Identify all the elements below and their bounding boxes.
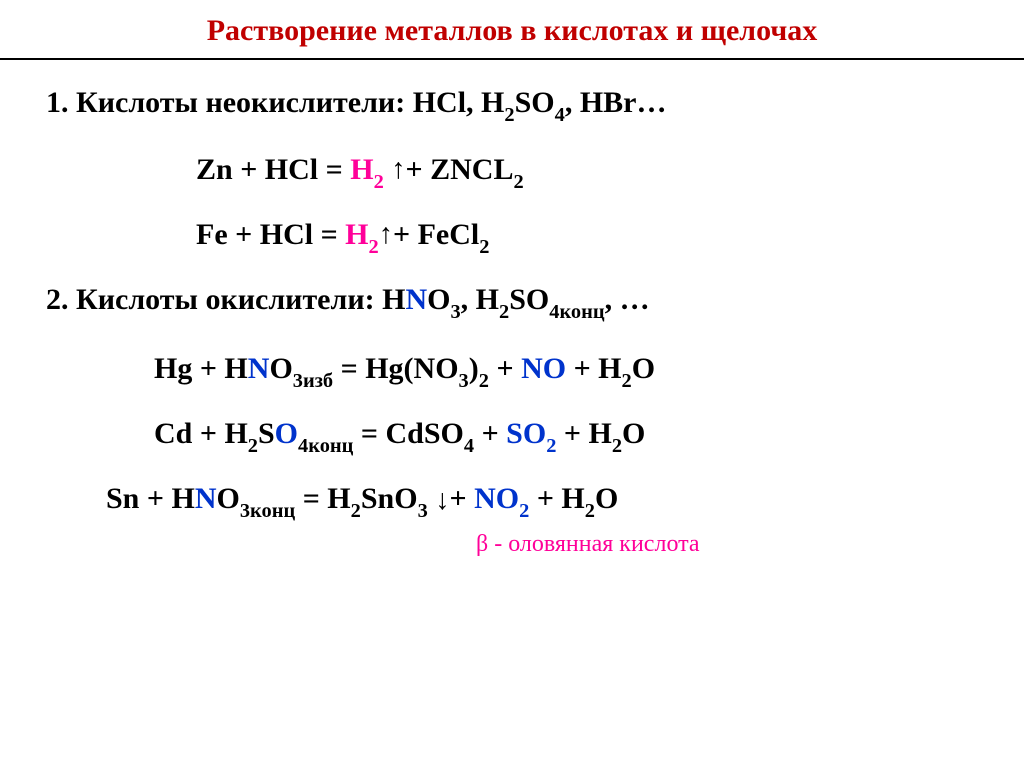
eq22-p5: + H: [556, 417, 611, 450]
eq12-h-sub: 2: [369, 236, 379, 258]
equation-2-1: Hg + HNO3изб = Hg(NO3)2 + NO + H2O: [154, 352, 978, 391]
up-arrow-icon: ↑: [379, 219, 393, 251]
eq21-p6: + H: [566, 352, 621, 385]
eq23-p7: O: [595, 482, 618, 515]
section1-heading-suffix: , HBr…: [565, 86, 667, 119]
eq12-h: H: [345, 218, 368, 251]
up-arrow-icon: ↑: [391, 154, 405, 186]
eq22-p2: S: [258, 417, 275, 450]
eq11-rhs: + ZNCL: [406, 153, 514, 186]
section2-heading-mid1-sub: 2: [499, 301, 509, 323]
section1-heading: 1. Кислоты неокислители: HCl, H2SO4, HBr…: [46, 86, 978, 125]
eq23-p5: +: [450, 482, 475, 515]
eq22-s4: 2: [612, 435, 622, 457]
eq23-p1: Sn + H: [106, 482, 195, 515]
content-area: 1. Кислоты неокислители: HCl, H2SO4, HBr…: [0, 60, 1024, 558]
footnote: β - оловянная кислота: [476, 531, 978, 558]
eq23-n: N: [195, 482, 217, 515]
beta-symbol: β: [476, 531, 488, 557]
eq21-s4: 2: [622, 370, 632, 392]
section2-heading-suffix: , …: [605, 283, 650, 316]
section2-heading-o3: O: [427, 283, 450, 316]
eq22-p6: O: [622, 417, 645, 450]
eq21-no: NO: [521, 352, 566, 385]
eq23-p6: + H: [529, 482, 584, 515]
section2-heading-so: SO: [509, 283, 549, 316]
eq23-p3: = H: [295, 482, 350, 515]
section1-heading-sub2: 4: [555, 104, 565, 126]
eq21-p2: O: [269, 352, 292, 385]
eq21-s2: 3: [459, 370, 469, 392]
section1-heading-mid: SO: [515, 86, 555, 119]
section1-heading-sub1: 2: [504, 104, 514, 126]
eq11-lhs: Zn + HCl =: [196, 153, 350, 186]
eq21-p5: +: [489, 352, 521, 385]
eq21-p7: O: [632, 352, 655, 385]
eq21-p3: = Hg(NO: [333, 352, 458, 385]
eq23-s3: 3: [418, 500, 428, 522]
down-arrow-icon: ↓: [435, 485, 449, 517]
eq23-s1: 3конц: [240, 500, 295, 522]
eq11-h-sub: 2: [374, 171, 384, 193]
section2-heading-o3-sub: 3: [450, 301, 460, 323]
page-title: Растворение металлов в кислотах и щелоча…: [207, 14, 818, 47]
section2-heading-mid1: , H: [461, 283, 499, 316]
eq23-s4: 2: [585, 500, 595, 522]
section2-heading-so-sub: 4конц: [549, 301, 604, 323]
eq23-no: NO: [474, 482, 519, 515]
equation-1-1: Zn + HCl = H2 ↑+ ZNCL2: [196, 153, 978, 192]
eq21-s1: 3изб: [293, 370, 333, 392]
eq22-s1: 2: [248, 435, 258, 457]
eq21-p1: Hg + H: [154, 352, 248, 385]
eq11-h: H: [350, 153, 373, 186]
eq22-s3: 4: [464, 435, 474, 457]
eq11-gap: [384, 153, 392, 186]
eq21-p4: ): [469, 352, 479, 385]
eq22-p4: +: [474, 417, 506, 450]
eq23-no-sub: 2: [519, 500, 529, 522]
eq22-s2: 4конц: [298, 435, 353, 457]
title-bar: Растворение металлов в кислотах и щелоча…: [0, 0, 1024, 60]
section2-heading: 2. Кислоты окислители: HNO3, H2SO4конц, …: [46, 283, 978, 322]
eq12-lhs: Fe + HCl =: [196, 218, 345, 251]
eq22-p1: Cd + H: [154, 417, 248, 450]
eq11-rhs-sub: 2: [513, 171, 523, 193]
section2-heading-n: N: [405, 283, 427, 316]
eq23-p2: O: [216, 482, 239, 515]
footnote-text: - оловянная кислота: [488, 531, 699, 557]
eq22-p3: = CdSO: [353, 417, 463, 450]
equation-1-2: Fe + HCl = H2↑+ FeCl2: [196, 218, 978, 257]
eq21-s3: 2: [479, 370, 489, 392]
eq22-o: O: [275, 417, 298, 450]
eq12-rhs: + FeCl: [393, 218, 479, 251]
eq23-s2: 2: [351, 500, 361, 522]
eq23-p4: SnO: [361, 482, 418, 515]
eq22-so: SO: [506, 417, 546, 450]
section1-heading-prefix: 1. Кислоты неокислители: HCl, H: [46, 86, 504, 119]
eq23-gap: [428, 482, 436, 515]
equation-2-2: Cd + H2SO4конц = CdSO4 + SO2 + H2O: [154, 417, 978, 456]
equation-2-3: Sn + HNO3конц = H2SnO3 ↓+ NO2 + H2O: [106, 482, 978, 521]
eq12-rhs-sub: 2: [479, 236, 489, 258]
eq21-n1: N: [248, 352, 270, 385]
eq22-so-sub: 2: [546, 435, 556, 457]
section2-heading-prefix: 2. Кислоты окислители: H: [46, 283, 405, 316]
